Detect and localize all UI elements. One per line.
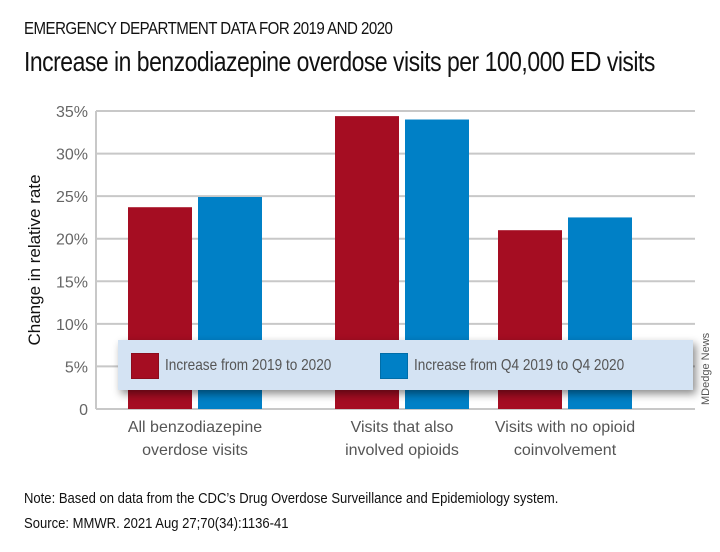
credit-text: MDedge News xyxy=(700,332,712,405)
source-text: MMWR. 2021 Aug 27;70(34):1136-41 xyxy=(68,516,289,532)
y-axis-label: Change in relative rate xyxy=(25,174,44,345)
legend-swatch-blue xyxy=(380,353,408,379)
note-label: Note: xyxy=(24,491,56,507)
source-label: Source: xyxy=(24,516,69,532)
chart-title: Increase in benzodiazepine overdose visi… xyxy=(24,46,655,77)
y-tick-label: 25% xyxy=(56,189,88,206)
x-tick-label: All benzodiazepine xyxy=(128,419,262,436)
y-tick-label: 15% xyxy=(56,274,88,291)
legend-item-q4: Increase from Q4 2019 to Q4 2020 xyxy=(380,353,661,379)
y-tick-label: 20% xyxy=(56,232,88,249)
x-tick-label: involved opioids xyxy=(345,442,459,459)
legend-label: Increase from Q4 2019 to Q4 2020 xyxy=(414,357,625,374)
y-tick-label: 10% xyxy=(56,317,88,334)
note-text: Based on data from the CDC’s Drug Overdo… xyxy=(55,491,559,507)
legend-label: Increase from 2019 to 2020 xyxy=(165,357,332,374)
y-tick-label: 35% xyxy=(56,104,88,121)
x-tick-label: Visits with no opioid xyxy=(495,419,635,436)
legend: Increase from 2019 to 2020 Increase from… xyxy=(118,340,693,390)
chart-kicker: EMERGENCY DEPARTMENT DATA FOR 2019 AND 2… xyxy=(24,18,393,38)
y-tick-label: 30% xyxy=(56,147,88,164)
footnote: Note: Based on data from the CDC’s Drug … xyxy=(24,491,558,507)
x-tick-label: overdose visits xyxy=(142,442,248,459)
x-tick-label: Visits that also xyxy=(351,419,454,436)
source-note: Source: MMWR. 2021 Aug 27;70(34):1136-41 xyxy=(24,516,289,532)
y-tick-label: 5% xyxy=(65,359,88,376)
y-tick-label: 0 xyxy=(79,402,88,419)
x-tick-label: coinvolvement xyxy=(514,442,617,459)
legend-item-2019-2020: Increase from 2019 to 2020 xyxy=(131,353,361,379)
legend-swatch-red xyxy=(131,353,159,379)
